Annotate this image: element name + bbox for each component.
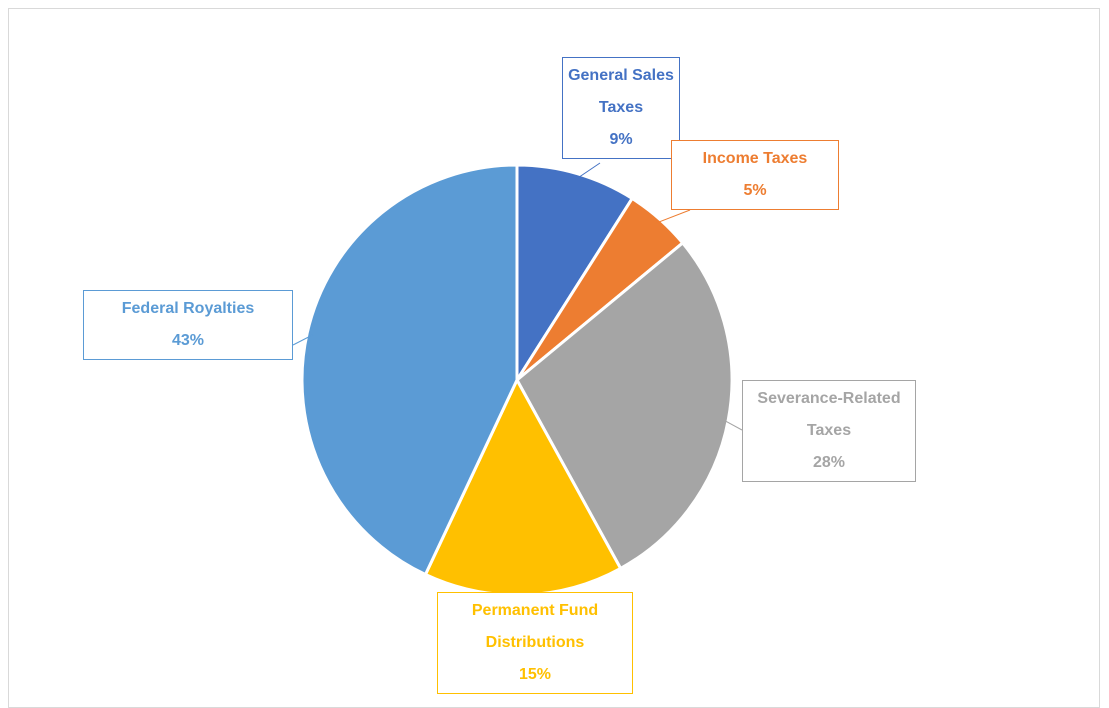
data-label: Severance-Related Taxes 28% (742, 380, 916, 482)
leader-line (721, 418, 743, 431)
leader-line (292, 334, 314, 346)
label-name: Income Taxes (702, 150, 808, 167)
label-name: Severance-Related Taxes (757, 390, 901, 439)
label-value: 5% (743, 182, 767, 199)
label-name: Permanent Fund Distributions (471, 602, 599, 651)
label-name: General Sales Taxes (568, 67, 674, 116)
pie-slice (300, 163, 519, 577)
data-label: Permanent Fund Distributions 15% (437, 592, 633, 694)
leader-line (574, 162, 601, 181)
pie-slice (515, 240, 734, 571)
label-value: 9% (609, 131, 633, 148)
data-label: Federal Royalties 43% (83, 290, 293, 360)
label-value: 43% (171, 332, 205, 349)
label-value: 15% (518, 666, 552, 683)
label-value: 28% (812, 454, 846, 471)
leader-line (654, 209, 691, 225)
pie-slice (515, 163, 635, 386)
leader-line (523, 587, 536, 593)
label-name: Federal Royalties (121, 300, 255, 317)
data-label: Income Taxes 5% (671, 140, 839, 210)
data-label: General Sales Taxes 9% (562, 57, 680, 159)
